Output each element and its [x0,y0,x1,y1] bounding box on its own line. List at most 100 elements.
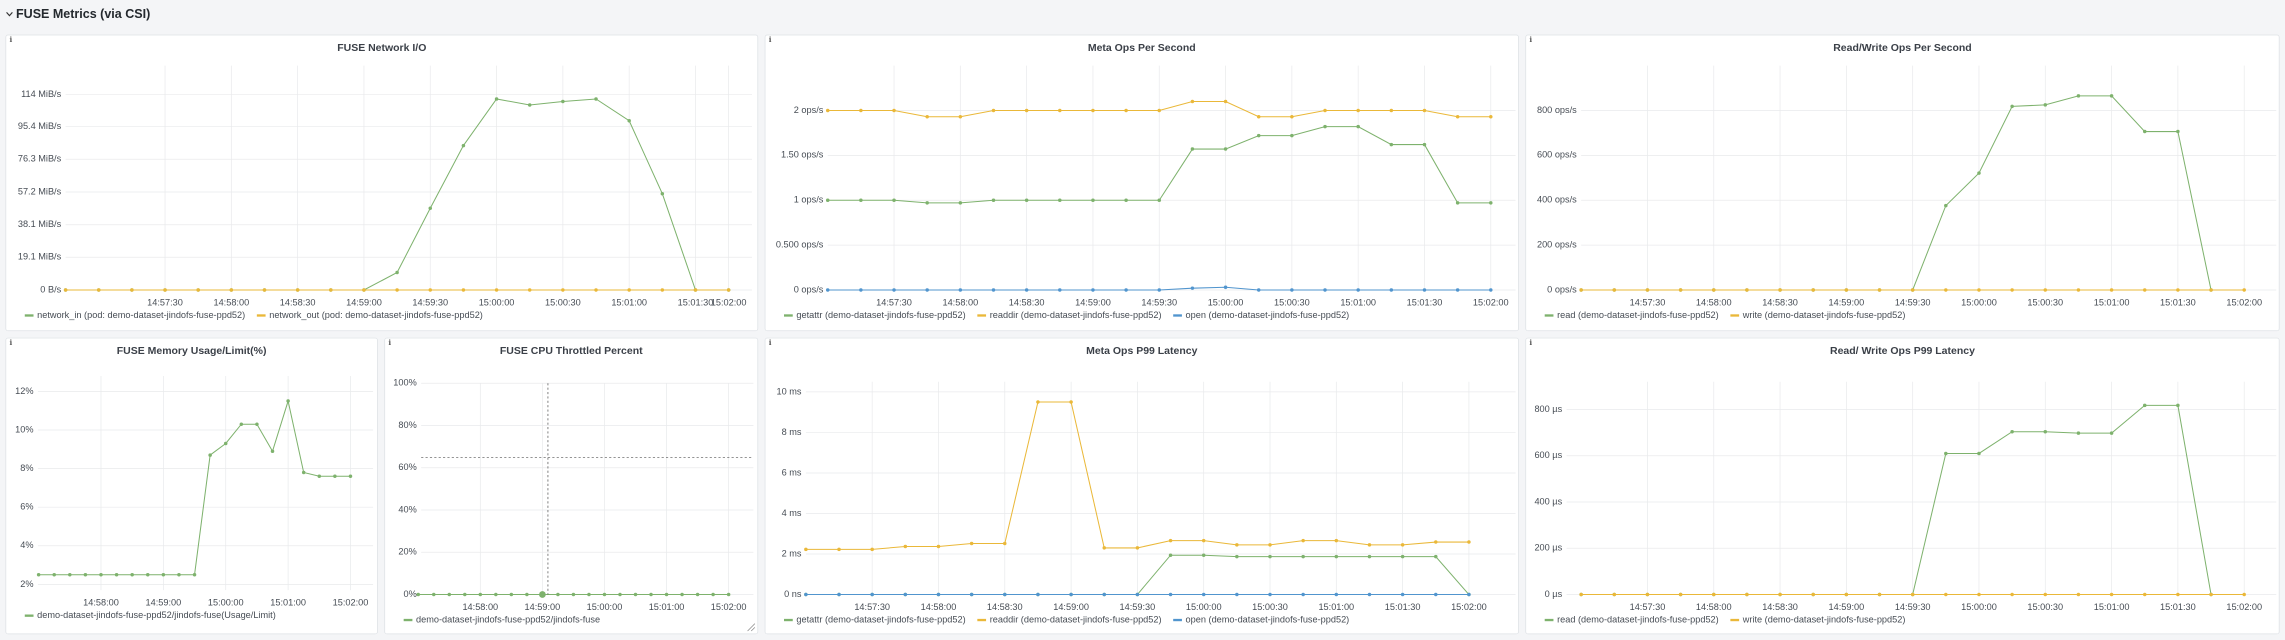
x-tick-label: 15:02:00 [2226,602,2262,612]
legend-item[interactable]: getattr (demo-dataset-jindofs-fuse-ppd52… [784,614,966,624]
y-tick-label: 200 µs [1534,543,1562,553]
panel: ℹ FUSE Network I/O 0 B/s 19.1 MiB/s 38.1 MiB… [5,34,759,332]
panels: ℹ FUSE Network I/O 0 B/s 19.1 MiB/s 38.1 MiB… [5,34,2280,635]
data-point [1489,114,1493,119]
x-tick-label: 15:02:00 [2226,298,2262,308]
data-point [1157,288,1162,292]
legend-item[interactable]: write (demo-dataset-jindofs-fuse-ppd52) [1730,310,1905,320]
data-point [301,470,306,475]
data-point [2242,592,2246,597]
data-point [1024,108,1029,113]
x-tick-label: 14:57:30 [854,602,890,612]
legend-item[interactable]: network_in (pod: demo-dataset-jindofs-fu… [24,310,245,320]
legend-item[interactable]: demo-dataset-jindofs-fuse-ppd52/jindofs-… [24,610,276,620]
data-point [627,118,631,123]
data-point [680,592,684,597]
legend-item[interactable]: readdir (demo-dataset-jindofs-fuse-ppd52… [977,614,1162,624]
data-point [2176,129,2180,134]
data-point [1434,554,1438,559]
panel-title[interactable]: Meta Ops Per Second [1088,43,1196,54]
data-point [958,114,963,119]
y-tick-label: 0% [404,589,417,599]
panel-frame [764,34,1519,332]
panel-frame [1525,337,2280,635]
legend-item[interactable]: readdir (demo-dataset-jindofs-fuse-ppd52… [977,310,1162,320]
resize-handle[interactable] [747,623,756,632]
data-point [2142,403,2147,408]
y-tick-label: 600 µs [1534,450,1562,460]
legend-item[interactable]: demo-dataset-jindofs-fuse-ppd52/jindofs-… [403,614,600,624]
panel-title[interactable]: FUSE Memory Usage/Limit(%) [117,346,267,357]
data-point [2209,592,2213,597]
legend-item[interactable]: network_out (pod: demo-dataset-jindofs-f… [256,310,483,320]
data-point [664,592,669,597]
y-tick-label: 0 ops/s [794,284,824,294]
panel-title[interactable]: Read/ Write Ops P99 Latency [1830,346,1975,357]
x-tick-label: 14:59:30 [1895,602,1931,612]
legend-item[interactable]: open (demo-dataset-jindofs-fuse-ppd52) [1173,310,1349,320]
data-point [525,592,529,597]
data-point [1844,288,1849,292]
data-point [1612,288,1617,292]
panel-title[interactable]: FUSE Network I/O [337,43,426,54]
data-point [362,288,366,292]
y-tick-label: 400 µs [1534,496,1562,506]
data-point [2010,592,2014,597]
legend-label: demo-dataset-jindofs-fuse-ppd52/jindofs-… [416,614,600,624]
data-point [2076,94,2081,98]
data-point [2076,431,2081,435]
y-tick-label: 57.2 MiB/s [18,186,62,196]
data-point [1003,541,1007,546]
panel-title[interactable]: FUSE CPU Throttled Percent [500,346,643,357]
x-tick-label: 14:58:00 [213,298,249,308]
data-point [539,591,546,598]
y-tick-label: 8% [20,463,33,473]
panel-title[interactable]: Read/Write Ops Per Second [1833,43,1971,54]
row-title[interactable]: FUSE Metrics (via CSI) [16,7,150,21]
y-tick-label: 95.4 MiB/s [18,121,62,131]
data-point [859,288,863,292]
legend-item[interactable]: read (demo-dataset-jindofs-fuse-ppd52) [1544,614,1719,624]
data-point [1124,198,1128,202]
legend-label: demo-dataset-jindofs-fuse-ppd52/jindofs-… [37,610,276,620]
data-point [130,288,134,292]
x-tick-label: 15:01:00 [1318,602,1354,612]
data-point [1256,114,1261,119]
data-point [1877,592,1882,597]
y-tick-label: 20% [398,547,416,557]
legend-label: network_out (pod: demo-dataset-jindofs-f… [269,310,483,320]
y-tick-label: 6% [20,502,33,512]
x-tick-label: 14:58:00 [921,602,957,612]
legend-item[interactable]: open (demo-dataset-jindofs-fuse-ppd52) [1173,614,1349,624]
data-point [1977,171,1981,175]
data-point [1367,543,1372,547]
info-icon: ℹ [1529,338,1532,347]
data-point [428,206,433,211]
data-point [1455,201,1460,205]
data-point [1069,400,1073,404]
x-tick-label: 15:00:00 [479,298,515,308]
legend-item[interactable]: getattr (demo-dataset-jindofs-fuse-ppd52… [784,310,966,320]
y-tick-label: 80% [398,420,416,430]
collapse-chevron[interactable] [6,11,13,17]
x-tick-label: 15:00:30 [1274,298,1310,308]
x-tick-label: 15:00:30 [1252,602,1288,612]
data-point [1977,592,1981,597]
y-tick-label: 800 ops/s [1537,105,1577,115]
data-point [1400,554,1405,559]
legend-label: readdir (demo-dataset-jindofs-fuse-ppd52… [990,614,1162,624]
data-point [208,453,212,457]
data-point [991,198,996,202]
legend-item[interactable]: write (demo-dataset-jindofs-fuse-ppd52) [1730,614,1905,624]
panel-title[interactable]: Meta Ops P99 Latency [1086,346,1197,357]
y-tick-label: 4 ms [782,508,802,518]
data-point [1301,538,1305,543]
x-tick-label: 15:02:00 [1473,298,1509,308]
x-tick-label: 15:01:00 [2094,298,2130,308]
data-point [1235,543,1239,547]
y-tick-label: 0 ns [784,589,802,599]
data-point [63,288,68,292]
data-point [1977,288,1981,292]
overlay [421,383,756,632]
legend-item[interactable]: read (demo-dataset-jindofs-fuse-ppd52) [1544,310,1719,320]
